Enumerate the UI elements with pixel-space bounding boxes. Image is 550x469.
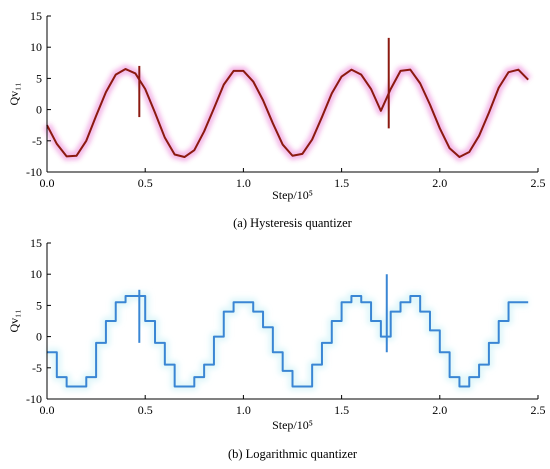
x-tick-label-b: 2.0 [432, 403, 447, 417]
x-tick-label-b: 0.5 [138, 403, 153, 417]
y-tick-label-a: 5 [36, 71, 42, 85]
plot-area-b [47, 274, 529, 392]
y-tick-label-b: 15 [30, 236, 42, 250]
x-tick-label-a: 2.0 [432, 176, 447, 190]
caption-b: (b) Logarithmic quantizer [228, 447, 358, 461]
y-tick-label-b: -5 [32, 361, 42, 375]
x-tick-label-a: 1.5 [334, 176, 349, 190]
y-tick-label-a: 0 [36, 103, 42, 117]
y-tick-label-b: -10 [26, 392, 42, 406]
y-tick-label-b: 10 [30, 267, 42, 281]
y-tick-label-a: -5 [32, 134, 42, 148]
ticks-a: -10 -5 0 5 10 15 0.0 0.5 1.0 1.5 2.0 2.5 [26, 9, 546, 190]
x-tick-label-a: 0.0 [40, 176, 55, 190]
series-glow-b [47, 291, 529, 392]
x-axis-label-a: Step/10⁵ [272, 188, 313, 202]
y-tick-label-b: 5 [36, 298, 42, 312]
caption-a: (a) Hysteresis quantizer [233, 216, 353, 230]
x-tick-label-a: 1.0 [236, 176, 251, 190]
series-line-b [47, 295, 529, 388]
y-axis-label-b: Qv₁₁ [7, 309, 21, 332]
panel-hysteresis: -10 -5 0 5 10 15 0.0 0.5 1.0 1.5 2.0 2.5 Qv₁₁ Step/… [7, 9, 546, 230]
series-line-a [46, 68, 529, 159]
x-tick-label-b: 1.5 [334, 403, 349, 417]
x-tick-label-b: 0.0 [40, 403, 55, 417]
x-tick-label-b: 1.0 [236, 403, 251, 417]
x-axis-label-b: Step/10⁵ [272, 418, 313, 432]
plot-area-a [43, 37, 532, 162]
x-tick-label-a: 0.5 [138, 176, 153, 190]
y-tick-label-a: -10 [26, 165, 42, 179]
x-tick-label-b: 2.5 [531, 403, 546, 417]
ticks-b: -10 -5 0 5 10 15 0.0 0.5 1.0 1.5 2.0 2.5 [26, 236, 546, 417]
series-glow-a [43, 64, 532, 162]
x-tick-label-a: 2.5 [531, 176, 546, 190]
panel-logarithmic: -10 -5 0 5 10 15 0.0 0.5 1.0 1.5 2.0 2.5 Qv₁₁ Step/… [7, 236, 546, 461]
y-axis-label-a: Qv₁₁ [7, 82, 21, 105]
y-tick-label-a: 10 [30, 40, 42, 54]
y-tick-label-a: 15 [30, 9, 42, 23]
y-tick-label-b: 0 [36, 330, 42, 344]
